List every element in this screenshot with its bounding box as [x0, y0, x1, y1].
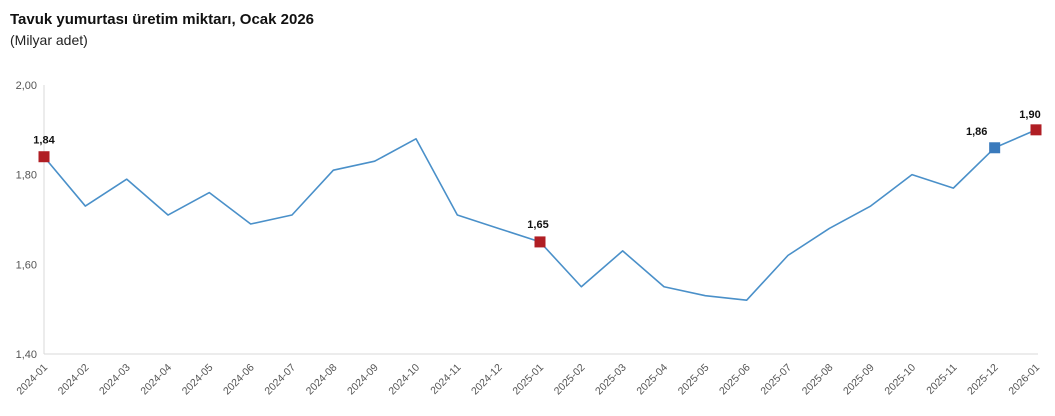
x-tick-label: 2024-06	[221, 362, 257, 398]
x-tick-label: 2024-05	[180, 362, 216, 398]
x-tick-label: 2025-03	[593, 362, 629, 398]
x-tick-label: 2024-04	[138, 362, 174, 398]
x-tick-label: 2025-07	[758, 362, 794, 398]
data-point-label: 1,84	[33, 135, 55, 147]
x-tick-label: 2025-10	[882, 362, 918, 398]
data-point-label: 1,90	[1019, 109, 1040, 121]
x-tick-label: 2024-09	[345, 362, 381, 398]
x-tick-label: 2025-06	[717, 362, 753, 398]
data-point-marker	[534, 236, 546, 248]
y-tick-label: 1,60	[16, 259, 37, 271]
chart-title: Tavuk yumurtası üretim miktarı, Ocak 202…	[10, 11, 315, 28]
x-tick-label: 2025-11	[924, 362, 959, 397]
x-tick-label: 2024-11	[428, 362, 463, 397]
data-point-marker	[1030, 124, 1042, 136]
x-tick-label: 2025-08	[800, 362, 836, 398]
data-point-marker	[989, 142, 1001, 154]
x-tick-label: 2026-01	[1006, 362, 1042, 398]
chart-header: Tavuk yumurtası üretim miktarı, Ocak 202…	[10, 10, 314, 51]
chart-subtitle: (Milyar adet)	[10, 32, 88, 49]
x-tick-label: 2025-04	[634, 362, 670, 398]
data-line	[43, 129, 1037, 302]
x-tick-label: 2025-01	[510, 362, 546, 398]
x-tick-label: 2025-05	[676, 362, 712, 398]
y-tick-label: 1,40	[16, 349, 37, 361]
x-tick-label: 2025-12	[965, 362, 1001, 398]
x-tick-label: 2024-03	[97, 362, 133, 398]
data-point-label: 1,86	[966, 126, 987, 138]
x-tick-label: 2024-01	[14, 362, 50, 398]
x-tick-label: 2024-08	[304, 362, 340, 398]
x-tick-label: 2024-12	[469, 362, 505, 398]
x-tick-label: 2025-02	[552, 362, 588, 398]
x-tick-label: 2024-02	[56, 362, 92, 398]
x-tick-label: 2024-07	[262, 362, 298, 398]
data-point-marker	[38, 151, 50, 163]
y-tick-label: 1,80	[16, 170, 37, 182]
x-tick-label: 2025-09	[841, 362, 877, 398]
y-tick-label: 2,00	[16, 80, 37, 92]
data-point-label: 1,65	[527, 219, 548, 231]
x-tick-label: 2024-10	[386, 362, 422, 398]
